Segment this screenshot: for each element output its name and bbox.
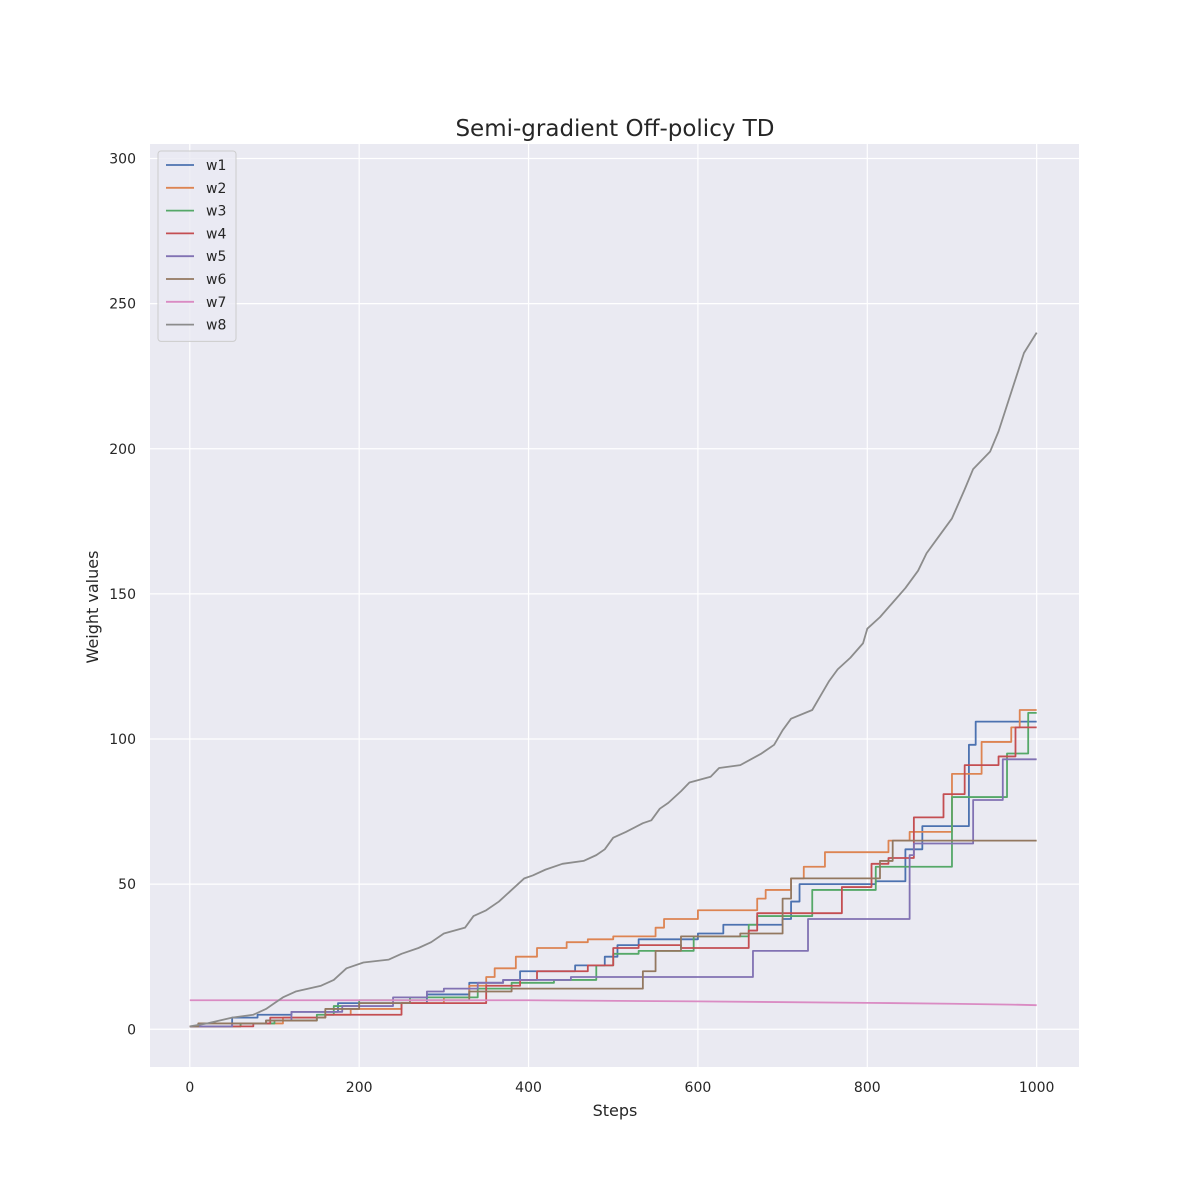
legend-label-w1: w1 — [206, 158, 226, 174]
y-tick-label: 0 — [127, 1022, 136, 1038]
legend-label-w5: w5 — [206, 249, 226, 265]
x-tick-label: 0 — [185, 1080, 194, 1096]
series-line-w5 — [189, 758, 1037, 1028]
series-line-w7 — [189, 999, 1037, 1007]
legend-label-w4: w4 — [206, 226, 226, 242]
plot-area — [150, 144, 1079, 1067]
series-line-w8 — [189, 332, 1038, 1028]
y-tick-label: 250 — [109, 297, 136, 313]
y-tick-label: 200 — [109, 442, 136, 458]
x-tick-label: 600 — [685, 1080, 712, 1096]
x-tick-label: 1000 — [1019, 1080, 1055, 1096]
legend-label-w7: w7 — [206, 295, 226, 311]
ticks: 0 200 400 600 800 1000 0 50 100 150 200 250 300 — [109, 152, 1054, 1096]
x-axis-label: Steps — [593, 1101, 638, 1120]
series-line-w6 — [189, 839, 1037, 1028]
x-tick-label: 400 — [515, 1080, 542, 1096]
legend: w1 w2 w3 w4 w5 w6 w7 w8 — [157, 150, 237, 342]
legend-label-w3: w3 — [206, 204, 226, 220]
y-tick-label: 100 — [109, 732, 136, 748]
y-tick-label: 300 — [109, 152, 136, 168]
legend-label-w8: w8 — [206, 318, 226, 334]
legend-label-w2: w2 — [206, 181, 226, 197]
y-tick-label: 150 — [109, 587, 136, 603]
chart-title: Semi-gradient Off-policy TD — [455, 116, 774, 142]
grid — [150, 144, 1079, 1067]
legend-box — [157, 150, 237, 342]
y-axis-label: Weight values — [83, 551, 102, 664]
x-tick-label: 200 — [346, 1080, 373, 1096]
legend-label-w6: w6 — [206, 272, 226, 288]
series-line-w1 — [189, 720, 1037, 1028]
y-tick-label: 50 — [118, 877, 136, 893]
series-layer — [189, 332, 1038, 1028]
x-tick-label: 800 — [854, 1080, 881, 1096]
